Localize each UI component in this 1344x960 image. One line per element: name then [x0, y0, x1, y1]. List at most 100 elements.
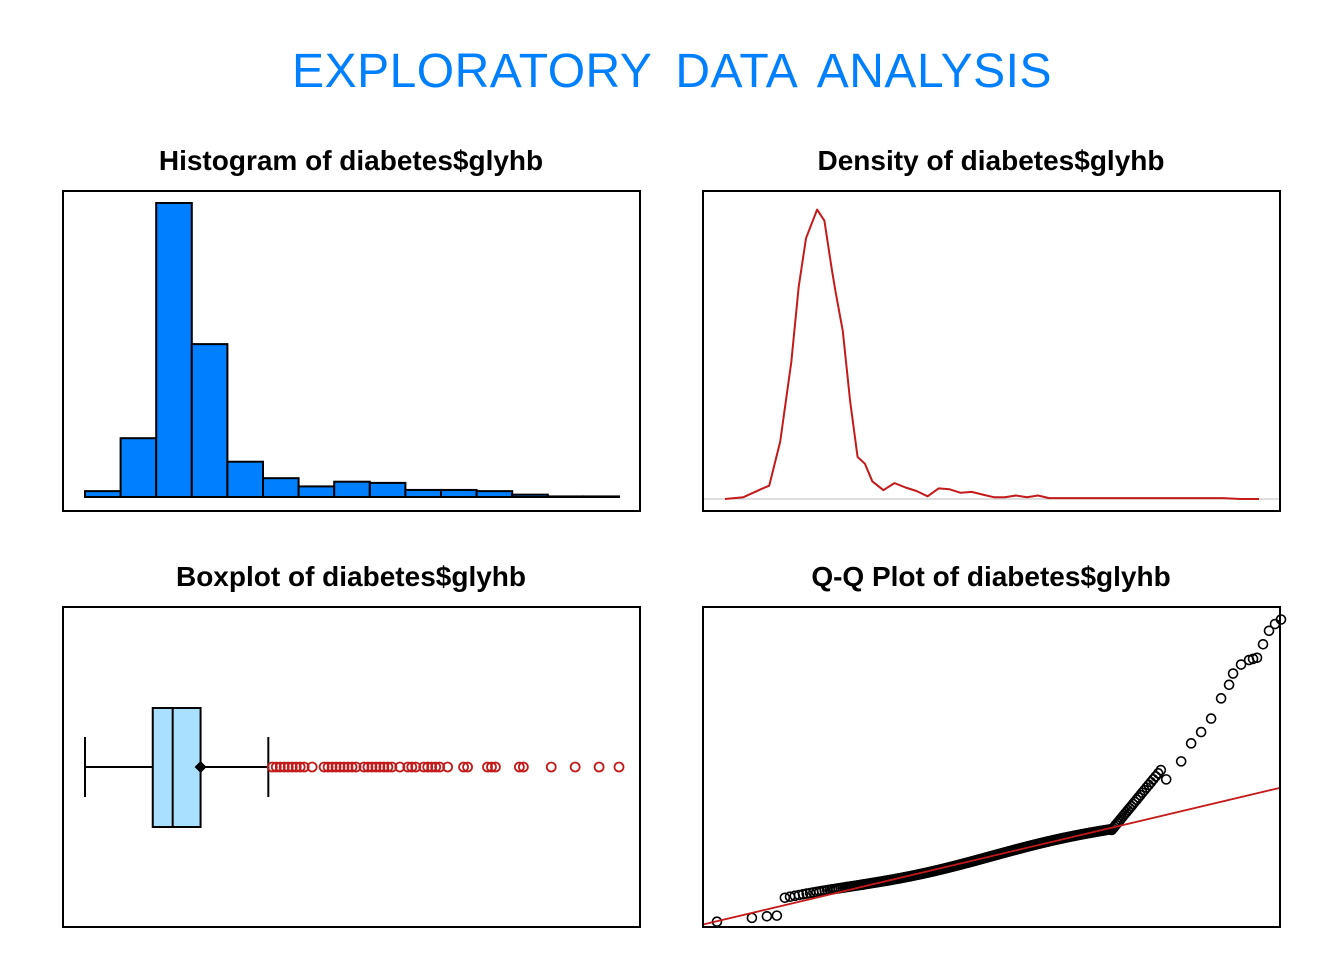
- outlier-point: [462, 761, 473, 773]
- histogram-bar: [368, 481, 407, 499]
- qq-point: [779, 892, 791, 904]
- plot-frame: [62, 190, 641, 512]
- histogram-bar: [297, 485, 336, 498]
- outlier-point: [486, 761, 497, 773]
- outlier-point: [434, 761, 446, 773]
- outlier-point: [270, 761, 282, 773]
- density-title: Density of diabetes$glyhb: [817, 145, 1165, 176]
- qq-point: [1175, 756, 1187, 767]
- outlier-point: [422, 761, 434, 773]
- density-panel: [702, 190, 1281, 512]
- histogram-bar: [511, 493, 549, 499]
- outlier-point: [458, 761, 469, 773]
- outlier-point: [282, 761, 294, 773]
- qq-point: [1160, 774, 1172, 785]
- histogram-bar: [475, 490, 514, 498]
- histogram-bar: [546, 495, 585, 498]
- qq-point: [1227, 668, 1239, 679]
- qq-panel: [701, 606, 1287, 928]
- qq-point: [1150, 771, 1162, 782]
- histogram-bar: [119, 437, 158, 498]
- outlier-point: [613, 761, 625, 773]
- outlier-point: [338, 761, 350, 773]
- outlier-point: [386, 761, 398, 773]
- qq-point: [1235, 659, 1247, 670]
- outlier-point: [334, 761, 346, 773]
- qq-point: [797, 888, 809, 900]
- qq-reference-line: [701, 786, 1282, 926]
- qq-point: [1223, 679, 1235, 691]
- mean-marker: [194, 761, 207, 773]
- outlier-point: [318, 761, 330, 773]
- outlier-point: [490, 761, 501, 773]
- histogram-bar: [155, 202, 193, 498]
- qq-point: [1257, 638, 1269, 650]
- qq-point: [1205, 713, 1217, 724]
- outlier-point: [346, 761, 358, 773]
- outlier-point: [342, 761, 354, 773]
- qq-point: [1215, 693, 1227, 704]
- qq-point: [1269, 618, 1281, 630]
- main-title: EXPLORATORY DATA ANALYSIS: [292, 45, 1052, 98]
- outlier-point: [442, 761, 454, 773]
- outlier-point: [294, 761, 306, 773]
- histogram-panel: [62, 190, 641, 512]
- outlier-point: [358, 761, 370, 773]
- plot-frame: [702, 606, 1281, 928]
- outlier-point: [513, 761, 525, 773]
- outlier-point: [366, 761, 378, 773]
- outlier-point: [545, 761, 557, 773]
- outlier-point: [350, 761, 362, 773]
- histogram-bar: [404, 488, 442, 498]
- qq-point: [771, 910, 783, 921]
- boxplot-panel: [62, 606, 641, 928]
- outlier-point: [410, 761, 422, 773]
- histogram-bar: [226, 460, 264, 498]
- outlier-point: [278, 761, 290, 773]
- histogram-bar: [262, 477, 300, 498]
- plot-frame: [62, 606, 641, 928]
- outlier-point: [274, 761, 286, 773]
- histogram-bar: [440, 488, 478, 498]
- density-curve: [724, 208, 1259, 500]
- qq-point: [1152, 768, 1164, 779]
- outlier-point: [426, 761, 438, 773]
- outlier-point: [298, 761, 310, 773]
- iqr-box: [151, 707, 202, 828]
- outlier-point: [593, 761, 605, 773]
- qq-point: [1155, 764, 1167, 776]
- qq-title: Q-Q Plot of diabetes$glyhb: [811, 561, 1171, 592]
- outlier-point: [430, 761, 442, 773]
- qq-point: [1251, 652, 1263, 664]
- outlier-point: [382, 761, 394, 773]
- outlier-point: [517, 761, 529, 773]
- outlier-point: [482, 761, 493, 773]
- outlier-point: [569, 761, 581, 773]
- outlier-point: [322, 761, 334, 773]
- outlier-point: [418, 761, 430, 773]
- outlier-point: [326, 761, 338, 773]
- qq-point: [761, 910, 773, 922]
- histogram-title: Histogram of diabetes$glyhb: [158, 145, 544, 176]
- outlier-point: [330, 761, 342, 773]
- outlier-point: [290, 761, 302, 773]
- qq-point: [746, 912, 758, 924]
- outlier-point: [374, 761, 386, 773]
- outlier-point: [306, 761, 318, 773]
- histogram-bar: [582, 495, 621, 498]
- outlier-point: [266, 761, 278, 773]
- outlier-point: [286, 761, 298, 773]
- outlier-point: [406, 761, 418, 773]
- outlier-point: [402, 761, 414, 773]
- histogram-bar: [84, 490, 122, 498]
- qq-point: [1263, 625, 1275, 637]
- boxplot-title: Boxplot of diabetes$glyhb: [175, 561, 527, 592]
- qq-point: [1185, 738, 1197, 749]
- qq-point: [1195, 726, 1207, 738]
- histogram-bar: [333, 480, 371, 499]
- qq-point: [793, 889, 805, 901]
- histogram-bar: [190, 343, 229, 498]
- outlier-point: [394, 761, 406, 773]
- plot-frame: [702, 190, 1281, 512]
- outlier-point: [370, 761, 382, 773]
